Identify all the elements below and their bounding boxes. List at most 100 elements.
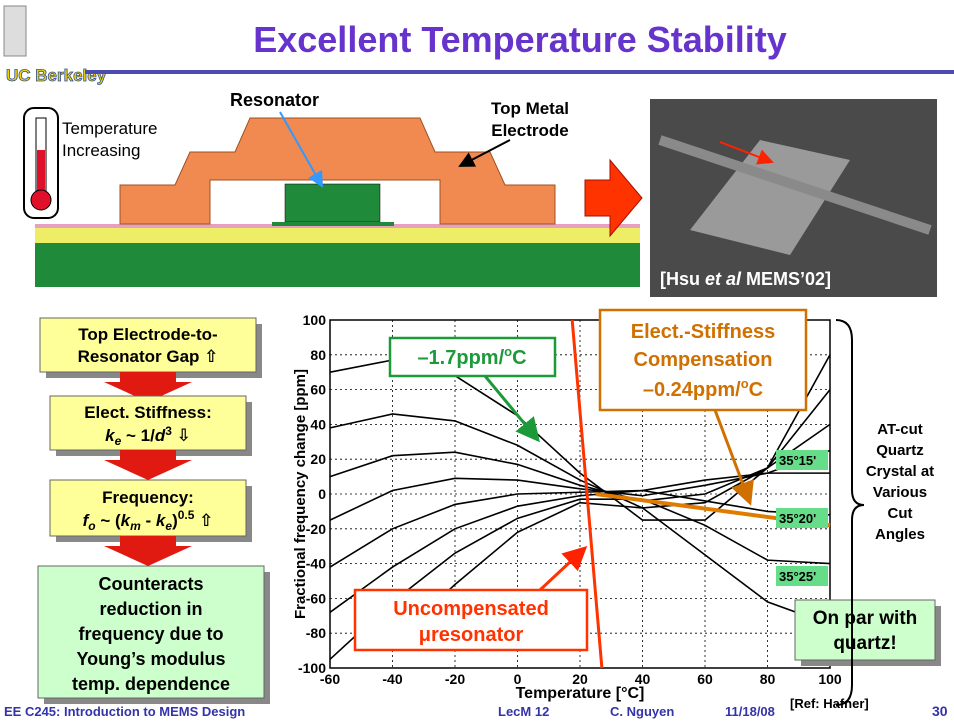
curve-label-bg [776,566,828,586]
curve-label-bg [776,450,828,470]
flow-text: Elect. Stiffness: [84,403,212,422]
t: k [105,426,116,445]
y-tick-label: -60 [306,590,326,606]
electrode-label: Electrode [491,121,568,140]
footer-course: EE C245: Introduction to MEMS Design [4,704,245,719]
t: ~ ( [96,511,121,530]
t: k [156,511,167,530]
annotation-text: Uncompensated [393,598,549,620]
t: –0.24ppm/ [643,379,741,401]
t: 3 [165,424,172,438]
annotation-text: quartz! [833,633,896,654]
logo: UC Berkeley [6,66,107,85]
x-tick-label: 100 [818,671,842,687]
temperature-label: Increasing [62,141,140,160]
curve-label: 35°20' [779,511,816,526]
t: e [115,434,122,448]
curve [329,449,831,521]
slide-title: Excellent Temperature Stability [253,19,787,60]
annotation-box [794,599,936,661]
y-tick-label: 20 [310,451,326,467]
annotation-text: On par with [813,608,918,629]
campanile-icon [3,5,27,57]
flow-text: ke ~ 1/d3 ⇩ [105,424,191,448]
y-tick-label: 0 [318,486,326,502]
curve-label-bg [776,508,828,528]
x-tick-label: 20 [572,671,588,687]
curve [329,472,830,568]
pointer-arrow [458,139,511,167]
pointer-arrow [719,141,774,165]
pointer-arrow [713,409,754,506]
flow-text: Top Electrode-to- [78,325,217,344]
t: ⇩ [172,426,191,445]
t: –1.7ppm/ [417,347,504,369]
annotation-text: –0.24ppm/oC [643,376,763,401]
electrode-label: Top Metal [491,99,569,118]
curve [391,501,831,643]
quartz-text: Crystal at [866,463,934,480]
quartz-text: Angles [875,526,925,543]
flowchart [37,317,270,704]
annotation-box [388,336,557,378]
flow-text: fo ~ (km - ke)0.5 ⇧ [83,508,214,533]
big-arrow [584,158,643,238]
temperature-label: Temperature [62,119,157,138]
annotation-text: –1.7ppm/oC [417,344,526,369]
t: C [749,379,763,401]
flow-text: Counteracts [98,574,203,594]
t: o [504,344,512,359]
x-tick-label: 0 [514,671,522,687]
annotation-box [598,308,808,412]
curve [329,498,831,660]
brace [835,319,865,706]
y-tick-label: -40 [306,556,326,572]
quartz-text: Cut [888,505,913,522]
quartz-text: Various [873,484,927,501]
t: - [141,511,156,530]
credit-part: et al [705,269,742,289]
y-tick-label: 60 [310,382,326,398]
sem-beam [658,135,932,235]
t: f [83,511,91,530]
annotation-text: Compensation [634,349,773,371]
credit-part: MEMS’02] [741,269,831,289]
curve [329,489,831,613]
footer-author: C. Nguyen [610,704,674,719]
t: C [512,347,526,369]
sem-device [690,140,850,255]
flow-text: frequency due to [78,624,223,644]
annotation-box [353,588,589,652]
footer-page: 30 [932,703,948,719]
y-tick-label: -20 [306,521,326,537]
uncompensated-line [570,319,604,669]
flow-text: Frequency: [102,488,194,507]
y-tick-label: 80 [310,347,326,363]
x-axis-label: Temperature [°C] [516,685,645,702]
reference: [Ref: Hafner] [790,696,869,711]
y-tick-label: -100 [298,660,326,676]
cross-section [35,117,640,287]
t: ⇧ [194,511,213,530]
y-tick-label: 100 [303,312,327,328]
t: o [88,519,95,533]
x-tick-label: 40 [635,671,651,687]
t: o [741,376,749,391]
t: 0.5 [178,508,195,522]
x-tick-label: 80 [760,671,776,687]
t: d [155,426,166,445]
quartz-text: Quartz [876,442,924,459]
x-tick-label: -20 [445,671,465,687]
curve-label: 35°15' [779,453,816,468]
pointer-arrow [483,375,540,443]
photo-credit: [Hsu et al MEMS’02] [660,269,831,289]
t: m [130,519,141,533]
y-tick-label: 40 [310,416,326,432]
x-tick-label: 60 [697,671,713,687]
curve-label: 35°25' [779,569,816,584]
quartz-text: AT-cut [877,421,923,438]
t: ~ 1/ [121,426,155,445]
t: k [121,511,132,530]
flow-text: Resonator Gap ⇧ [78,347,219,366]
